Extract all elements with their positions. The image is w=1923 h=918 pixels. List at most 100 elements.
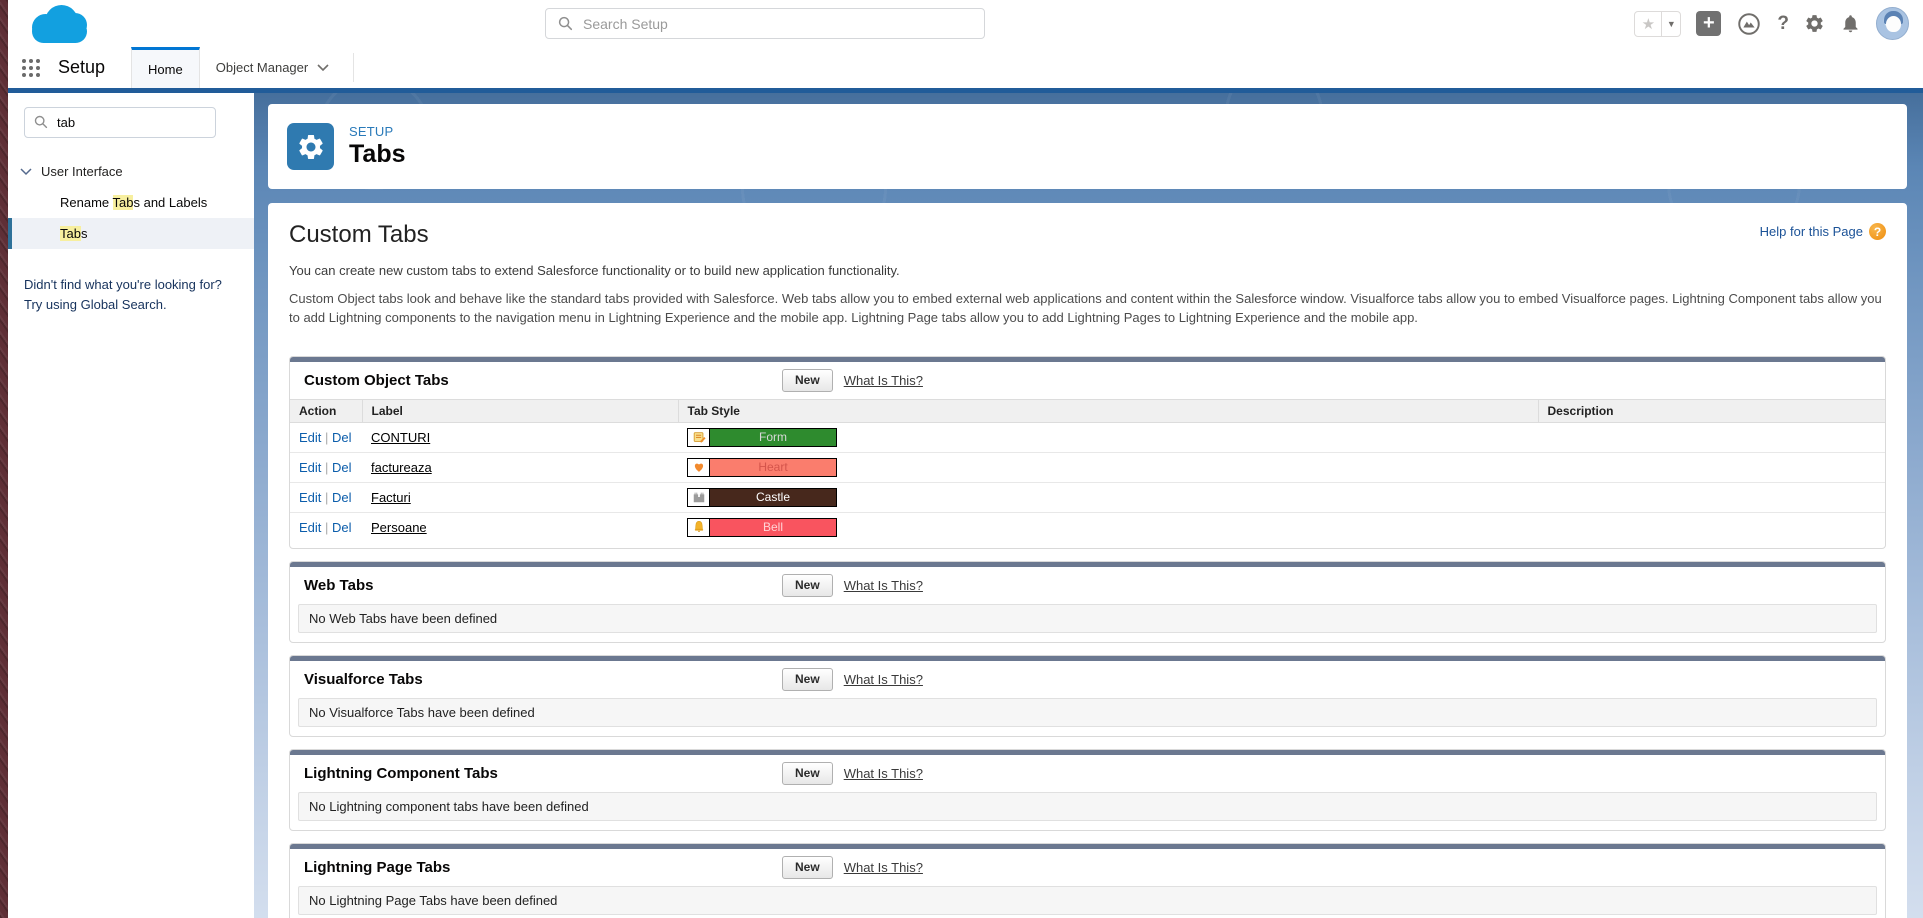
sidebar-search-box[interactable] <box>24 107 216 138</box>
setup-gear-tile-icon <box>287 123 334 170</box>
section-title: Custom Object Tabs <box>304 371 449 389</box>
section-visualforce-tabs: Visualforce Tabs New What Is This? No Vi… <box>289 654 1886 737</box>
what-is-this-link[interactable]: What Is This? <box>843 765 923 781</box>
section-top-bar <box>290 655 1885 661</box>
search-icon <box>558 16 573 31</box>
table-row: Edit | Del CONTURI Form <box>290 422 1885 453</box>
edit-link[interactable]: Edit <box>299 519 322 535</box>
salesforce-cloud-logo[interactable] <box>30 3 90 44</box>
empty-state-text: No Web Tabs have been defined <box>298 603 1877 633</box>
add-icon[interactable]: + <box>1696 11 1722 36</box>
tab-label-link[interactable]: factureaza <box>371 459 432 475</box>
edit-link[interactable]: Edit <box>299 459 322 475</box>
custom-tabs-table: Action Label Tab Style Description Edit | D… <box>290 398 1885 542</box>
global-search-box[interactable] <box>545 8 985 39</box>
column-header: Tab Style <box>678 398 1539 423</box>
new-button[interactable]: New <box>782 368 833 392</box>
row-actions: Edit | Del <box>290 452 362 483</box>
nav-separator <box>353 53 355 82</box>
tab-style-chip: Bell <box>687 517 837 537</box>
favorites-star-icon[interactable]: ★ <box>1641 15 1656 33</box>
page-header-card: SETUP Tabs <box>268 104 1907 189</box>
help-for-this-page-link[interactable]: Help for this Page <box>1759 224 1863 239</box>
section-actions: New What Is This? <box>782 573 923 597</box>
bell-icon <box>688 518 710 536</box>
what-is-this-link[interactable]: What Is This? <box>843 372 923 388</box>
desktop-edge-strip <box>0 0 8 918</box>
section-actions: New What Is This? <box>782 855 923 879</box>
help-row: Help for this Page ? <box>1760 223 1886 240</box>
search-highlight: Tab <box>112 195 134 210</box>
content-title: Custom Tabs <box>289 221 429 248</box>
tab-style-chip: Form <box>687 427 837 447</box>
empty-state-text: No Visualforce Tabs have been defined <box>298 697 1877 727</box>
del-link[interactable]: Del <box>332 489 352 505</box>
new-button[interactable]: New <box>782 855 833 879</box>
tab-label-link[interactable]: CONTURI <box>371 429 431 445</box>
empty-state-text: No Lightning component tabs have been de… <box>298 791 1877 821</box>
sidebar-search-input[interactable] <box>24 107 216 138</box>
section-web-tabs: Web Tabs New What Is This? No Web Tabs h… <box>289 560 1886 643</box>
new-button[interactable]: New <box>782 573 833 597</box>
intro-paragraph-1: You can create new custom tabs to extend… <box>289 263 900 278</box>
tab-object-manager[interactable]: Object Manager <box>200 47 346 88</box>
search-highlight: Tab <box>60 226 81 241</box>
section-lightning-page-tabs: Lightning Page Tabs New What Is This? No… <box>289 842 1886 918</box>
page-title: Tabs <box>349 140 406 168</box>
search-icon <box>34 115 48 129</box>
tab-style-name: Heart <box>710 458 836 476</box>
page-eyebrow: SETUP <box>349 124 394 139</box>
what-is-this-link[interactable]: What Is This? <box>843 859 923 875</box>
setup-gear-icon[interactable] <box>1804 13 1825 34</box>
help-icon[interactable]: ? <box>1777 12 1789 34</box>
row-actions: Edit | Del <box>290 482 362 513</box>
column-header: Action <box>290 398 363 423</box>
sidebar-section-user-interface[interactable]: User Interface <box>8 156 254 187</box>
app-launcher-waffle-icon[interactable] <box>8 47 54 88</box>
favorites-caret-icon[interactable]: ▼ <box>1661 11 1680 36</box>
column-header: Description <box>1538 398 1885 423</box>
section-lightning-component-tabs: Lightning Component Tabs New What Is Thi… <box>289 748 1886 831</box>
sidebar-item-tabs[interactable]: Tabs <box>8 218 254 249</box>
section-top-bar <box>290 843 1885 849</box>
intro-paragraph-2: Custom Object tabs look and behave like … <box>289 291 1882 325</box>
chevron-down-icon <box>317 63 329 71</box>
trailhead-icon[interactable] <box>1736 11 1762 37</box>
notifications-bell-icon[interactable] <box>1840 13 1861 34</box>
tab-style-name: Form <box>710 428 836 446</box>
heart-icon <box>688 458 710 476</box>
user-avatar[interactable] <box>1876 7 1909 40</box>
tab-label-link[interactable]: Persoane <box>371 519 427 535</box>
del-link[interactable]: Del <box>332 429 352 445</box>
new-button[interactable]: New <box>782 667 833 691</box>
new-button[interactable]: New <box>782 761 833 785</box>
global-search-input[interactable] <box>583 15 984 32</box>
tab-style-chip: Heart <box>687 457 837 477</box>
body: User Interface Rename Tabs and Labels Ta… <box>8 88 1923 918</box>
section-actions: New What Is This? <box>782 761 923 785</box>
sections: Custom Object Tabs New What Is This? Act… <box>289 355 1886 918</box>
what-is-this-link[interactable]: What Is This? <box>843 671 923 687</box>
tab-style-chip: Castle <box>687 487 837 507</box>
setup-nav-bar: Setup Home Object Manager <box>8 47 1923 88</box>
header-actions: ★ ▼ + ? <box>1634 0 1909 47</box>
section-custom-object-tabs: Custom Object Tabs New What Is This? Act… <box>289 355 1886 549</box>
del-link[interactable]: Del <box>332 459 352 475</box>
del-link[interactable]: Del <box>332 519 352 535</box>
what-is-this-link[interactable]: What Is This? <box>843 577 923 593</box>
table-row: Edit | Del Facturi Castle <box>290 482 1885 513</box>
description-cell <box>1538 512 1885 542</box>
section-title: Lightning Component Tabs <box>304 764 498 782</box>
tab-home[interactable]: Home <box>131 47 200 88</box>
section-title: Visualforce Tabs <box>304 670 423 688</box>
favorites-control[interactable]: ★ ▼ <box>1634 10 1682 37</box>
section-title: Web Tabs <box>304 576 374 594</box>
edit-link[interactable]: Edit <box>299 489 322 505</box>
section-header: Lightning Page Tabs New What Is This? <box>290 849 1885 886</box>
tab-label-link[interactable]: Facturi <box>371 489 411 505</box>
edit-link[interactable]: Edit <box>299 429 322 445</box>
salesforce-setup-app: ★ ▼ + ? Setup Home Object Manager <box>8 0 1923 918</box>
sidebar-item-rename-tabs-and-labels[interactable]: Rename Tabs and Labels <box>60 195 208 210</box>
help-question-icon[interactable]: ? <box>1869 223 1886 240</box>
section-top-bar <box>290 561 1885 567</box>
